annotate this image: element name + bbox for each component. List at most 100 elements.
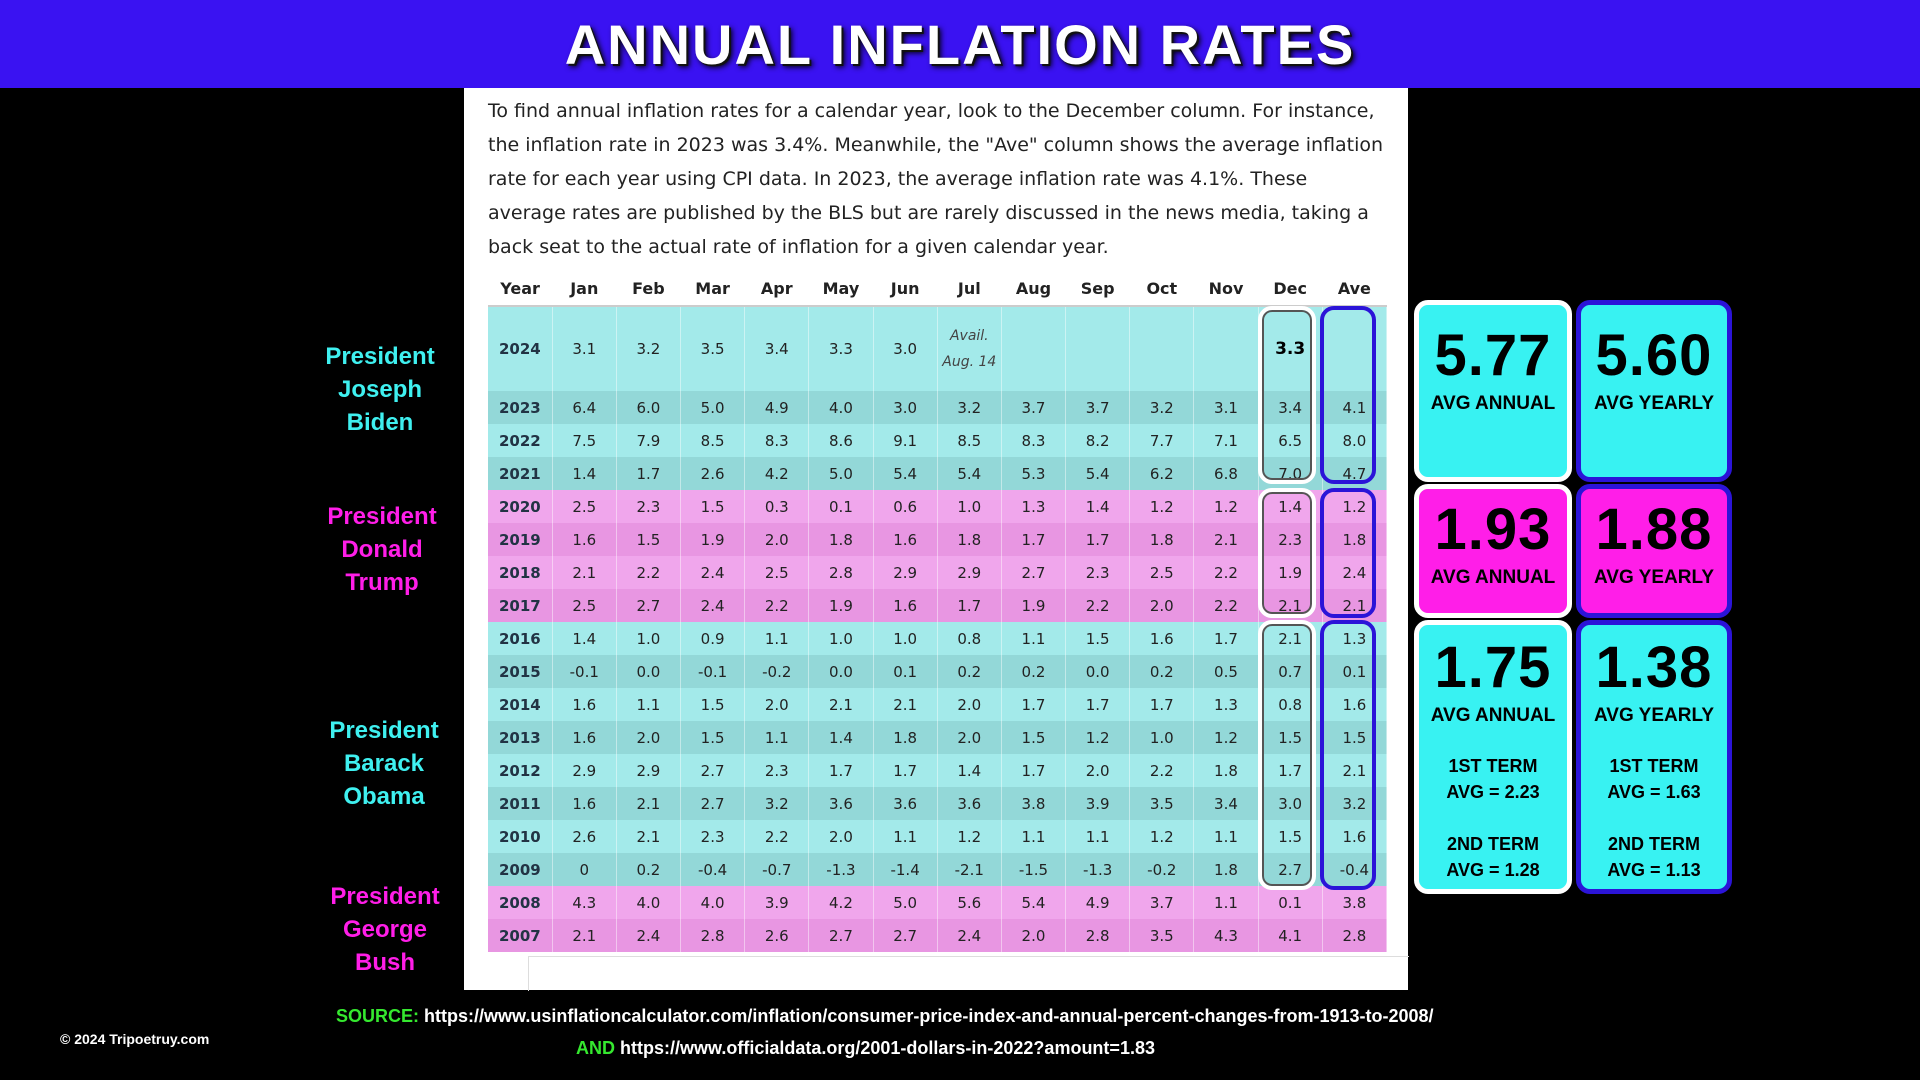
value-cell: 4.3 bbox=[552, 886, 617, 919]
value-cell: 3.3 bbox=[1258, 306, 1323, 391]
value-cell: 0.2 bbox=[616, 853, 682, 886]
value-cell: 1.2 bbox=[937, 820, 1002, 853]
value-cell: 2.9 bbox=[616, 754, 682, 787]
value-cell: 3.4 bbox=[744, 306, 810, 391]
source-link-2[interactable]: https://www.officialdata.org/2001-dollar… bbox=[620, 1038, 1155, 1058]
value-cell: 5.4 bbox=[937, 457, 1002, 490]
value-cell: 2.7 bbox=[1001, 556, 1067, 589]
content-panel: To find annual inflation rates for a cal… bbox=[464, 88, 1409, 991]
ave-outline-trump bbox=[1320, 488, 1376, 618]
value-cell: 1.1 bbox=[744, 622, 810, 655]
column-header-ave: Ave bbox=[1322, 271, 1387, 307]
obama-annual-first-term: 1ST TERM AVG = 2.23 bbox=[1446, 756, 1540, 802]
year-cell: 2012 bbox=[488, 754, 553, 787]
value-cell: 6.0 bbox=[616, 391, 682, 424]
table-row: 2010 2.6 2.1 2.3 2.2 2.0 1.1 1.2 1.1 1.1 1.2 1.1 1.5… bbox=[488, 820, 1388, 853]
column-header-aug: Aug bbox=[1001, 271, 1066, 307]
value-cell: 1.9 bbox=[808, 589, 874, 622]
value-cell: -1.3 bbox=[1065, 853, 1131, 886]
value-cell: 0.8 bbox=[1258, 688, 1323, 721]
value-cell: 2.9 bbox=[873, 556, 938, 589]
value-cell: 2.6 bbox=[680, 457, 746, 490]
value-cell: 3.7 bbox=[1001, 391, 1067, 424]
value-cell: 0.7 bbox=[1258, 655, 1323, 688]
value-cell: 1.2 bbox=[1193, 721, 1259, 754]
value-cell: 2.0 bbox=[937, 688, 1002, 721]
value-cell: 1.2 bbox=[1193, 490, 1259, 523]
value-cell: 3.0 bbox=[873, 306, 938, 391]
year-cell: 2022 bbox=[488, 424, 553, 457]
value-cell: 1.6 bbox=[1129, 622, 1195, 655]
column-header-may: May bbox=[808, 271, 874, 307]
value-cell: 1.9 bbox=[680, 523, 746, 556]
table-row: 2016 1.4 1.0 0.9 1.1 1.0 1.0 0.8 1.1 1.5 1.6 1.7 2.1… bbox=[488, 622, 1388, 655]
value-cell: 3.6 bbox=[808, 787, 874, 820]
value-cell: 1.1 bbox=[1193, 886, 1259, 919]
value-cell: 2.0 bbox=[744, 688, 810, 721]
value-cell: 2.0 bbox=[1001, 919, 1067, 952]
year-cell: 2023 bbox=[488, 391, 553, 424]
value-cell: 8.5 bbox=[680, 424, 746, 457]
trump-avg-annual-box: 1.93 AVG ANNUAL bbox=[1414, 484, 1572, 618]
value-cell: 2.6 bbox=[744, 919, 810, 952]
value-cell: 3.6 bbox=[937, 787, 1002, 820]
column-header-feb: Feb bbox=[616, 271, 681, 307]
value-cell: 0.8 bbox=[937, 622, 1002, 655]
year-cell: 2020 bbox=[488, 490, 553, 523]
value-cell: 0.2 bbox=[1001, 655, 1067, 688]
value-cell: 7.5 bbox=[552, 424, 617, 457]
value-cell: 8.3 bbox=[1001, 424, 1067, 457]
year-cell: 2015 bbox=[488, 655, 553, 688]
value-cell: -1.5 bbox=[1001, 853, 1067, 886]
value-cell: 8.2 bbox=[1065, 424, 1131, 457]
value-cell: 4.9 bbox=[744, 391, 810, 424]
value-cell: 3.2 bbox=[616, 306, 682, 391]
value-cell: 1.4 bbox=[552, 622, 617, 655]
column-header-mar: Mar bbox=[680, 271, 745, 307]
value-cell: 1.2 bbox=[1129, 820, 1195, 853]
value-cell: 2.5 bbox=[744, 556, 810, 589]
value-cell: 1.1 bbox=[1193, 820, 1259, 853]
value-cell: 3.6 bbox=[873, 787, 938, 820]
president-label-obama: President Barack Obama bbox=[329, 717, 439, 810]
value-cell: 1.6 bbox=[552, 787, 617, 820]
value-cell: 1.0 bbox=[1129, 721, 1195, 754]
value-cell: 1.7 bbox=[1258, 754, 1323, 787]
value-cell: 2.1 bbox=[808, 688, 874, 721]
table-row: 2017 2.5 2.7 2.4 2.2 1.9 1.6 1.7 1.9 2.2 2.0 2.2 2.1… bbox=[488, 589, 1388, 622]
source-link-1[interactable]: https://www.usinflationcalculator.com/in… bbox=[424, 1006, 1434, 1026]
value-cell: 1.2 bbox=[1065, 721, 1131, 754]
year-cell: 2013 bbox=[488, 721, 553, 754]
value-cell: 1.4 bbox=[808, 721, 874, 754]
president-label-bush: President George Bush bbox=[330, 883, 440, 976]
value-cell: 3.9 bbox=[1065, 787, 1131, 820]
value-cell: 1.5 bbox=[1001, 721, 1067, 754]
value-cell: 6.4 bbox=[552, 391, 617, 424]
year-cell: 2010 bbox=[488, 820, 553, 853]
value-cell bbox=[1193, 306, 1259, 391]
table-row: 2007 2.1 2.4 2.8 2.6 2.7 2.7 2.4 2.0 2.8 3.5 4.3 4.1… bbox=[488, 919, 1388, 952]
value-cell: 7.1 bbox=[1193, 424, 1259, 457]
value-cell: -1.3 bbox=[808, 853, 874, 886]
value-cell: 2.8 bbox=[680, 919, 746, 952]
value-cell: 2.7 bbox=[680, 787, 746, 820]
value-cell: 5.4 bbox=[1065, 457, 1131, 490]
value-cell: 9.1 bbox=[873, 424, 938, 457]
value-cell: 2.7 bbox=[680, 754, 746, 787]
table-row: 2014 1.6 1.1 1.5 2.0 2.1 2.1 2.0 1.7 1.7 1.7 1.3 0.8… bbox=[488, 688, 1388, 721]
value-cell: 1.7 bbox=[1001, 523, 1067, 556]
value-cell: 1.3 bbox=[1193, 688, 1259, 721]
value-cell: 2.0 bbox=[616, 721, 682, 754]
biden-avg-annual-value: 5.77 bbox=[1434, 323, 1552, 388]
value-cell: 1.7 bbox=[1065, 523, 1131, 556]
table-row: 2020 2.5 2.3 1.5 0.3 0.1 0.6 1.0 1.3 1.4 1.2 1.2 1.4… bbox=[488, 490, 1388, 523]
value-cell: 2.7 bbox=[616, 589, 682, 622]
value-cell: 1.5 bbox=[680, 490, 746, 523]
value-cell: 4.2 bbox=[744, 457, 810, 490]
value-cell: 2.9 bbox=[937, 556, 1002, 589]
value-cell: 1.1 bbox=[1001, 622, 1067, 655]
value-cell: 1.8 bbox=[1193, 754, 1259, 787]
value-cell: 1.1 bbox=[1001, 820, 1067, 853]
table-header-row: Year Jan Feb Mar Apr May Jun Jul Aug Sep Oct Nov Dec… bbox=[488, 271, 1387, 307]
year-cell: 2016 bbox=[488, 622, 553, 655]
